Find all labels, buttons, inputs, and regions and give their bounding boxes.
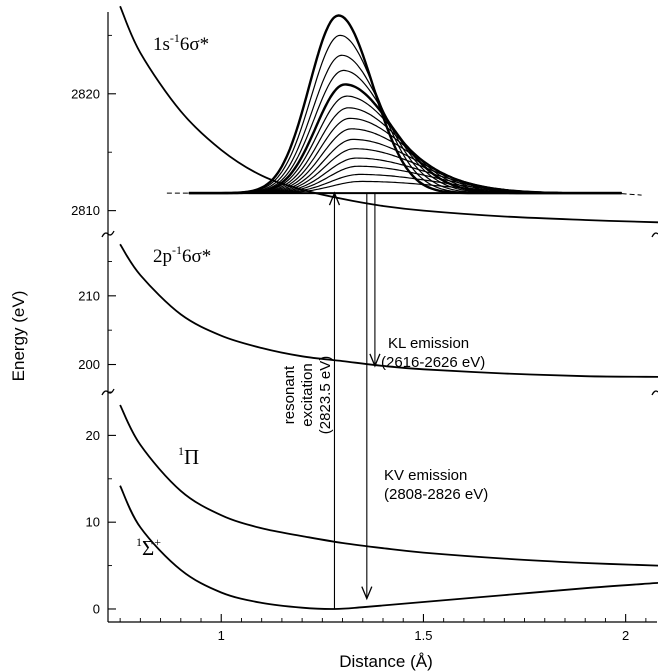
kv-emission-range: (2808-2826 eV) [384,486,488,503]
state-label-1s6sigma: 1s-16σ* [153,31,209,55]
y-tick-label-bottom-1: 10 [86,515,100,530]
transition-arrowhead-0 [328,191,341,206]
plot-frame [101,12,658,623]
state-label-2p6sigma: 2p-16σ* [153,243,211,267]
wavepacket-curve-11 [188,157,622,194]
curve-1s6s [119,5,658,224]
state-label-pi: 1Π [178,444,199,469]
x-tick-label-0: 1 [218,628,225,643]
x-axis-title: Distance (Å) [339,652,433,671]
transition-arrowhead-2 [361,586,373,601]
axis-break-left-2 [101,230,115,238]
resonant-label-line1: resonant [281,365,298,424]
y-tick-label-middle-1: 210 [78,288,100,303]
state-label-sigma: 1Σ+ [136,535,161,560]
wavepacket-curve-3 [188,69,622,194]
y-tick-label-top-1: 2820 [71,86,100,101]
kv-emission-label: KV emission [384,467,467,484]
y-tick-label-top-0: 2810 [71,203,100,218]
y-tick-label-bottom-0: 0 [93,601,100,616]
transition-arrows [328,191,381,609]
wavepacket-baseline-right [621,193,642,196]
curve-ground [119,485,658,610]
wavepacket-curve-1 [188,34,622,194]
resonant-label-line2: excitation [299,363,316,426]
kl-emission-range: (2616-2626 eV) [381,354,485,371]
y-tick-label-bottom-2: 20 [86,428,100,443]
wavepacket-curve-12 [188,165,622,194]
transition-arrowhead-1 [369,353,381,368]
y-axis-title: Energy (eV) [9,291,28,382]
kl-emission-label: KL emission [388,335,469,352]
resonant-excitation-label: resonant excitation (2823.5 eV) [281,356,334,434]
wavepacket-curve-7 [188,117,622,194]
axis-break-right-2 [651,232,658,238]
wavepacket-curve-4 [188,83,622,195]
x-tick-label-2: 2 [622,628,629,643]
potential-curves [119,5,658,610]
curve-2p6s [119,243,658,378]
axis-break-right-1 [651,390,658,396]
x-tick-label-1: 1.5 [414,628,432,643]
wavepacket-curve-0 [188,14,622,195]
resonant-label-line3: (2823.5 eV) [317,356,334,434]
wavepacket [166,14,642,196]
y-tick-label-middle-0: 200 [78,357,100,372]
